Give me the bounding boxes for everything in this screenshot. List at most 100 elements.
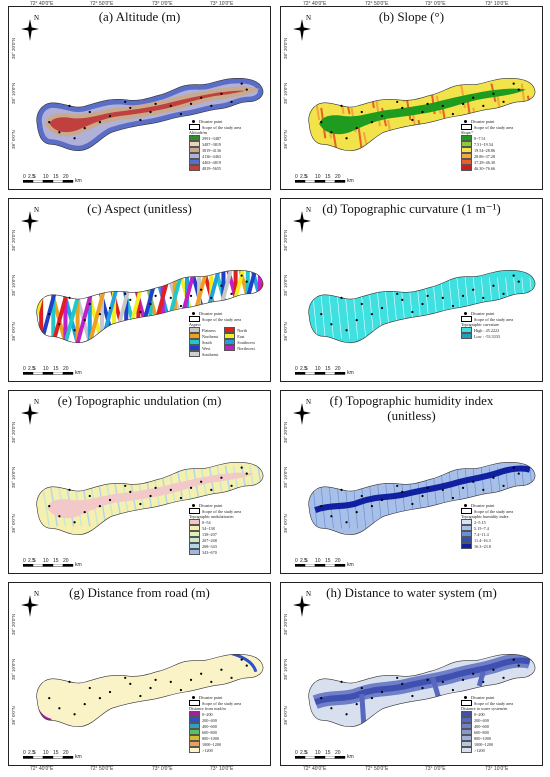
legend-item-label: 3487~3819: [202, 141, 222, 147]
scale-tick-label: 0: [295, 366, 298, 372]
lon-bottom-label: 72° 50′0″E: [365, 766, 389, 772]
legend-label: Disaster point: [471, 503, 495, 508]
scale-unit: km: [75, 178, 82, 184]
legend-row: Disaster point: [189, 695, 241, 700]
scale-tick-label: 2.5: [28, 558, 35, 564]
legend-label: Disaster point: [471, 695, 495, 700]
north-label: N: [34, 206, 40, 214]
disaster-point: [240, 274, 243, 277]
scale-tick-label: 2.5: [300, 558, 307, 564]
scale-bar: 0 2.5 5 10 15 20 km: [23, 750, 93, 761]
north-label: N: [306, 590, 312, 598]
disaster-point: [482, 104, 485, 107]
legend-item-label: North: [237, 327, 248, 333]
legend-item-label: 800~1000: [474, 735, 491, 741]
disaster-point: [360, 494, 363, 498]
scale-tick-label: 5: [305, 750, 308, 756]
legend-swatch: [189, 549, 200, 556]
scale-tick-label: 0: [295, 558, 298, 564]
panel-title: (h) Distance to water system (m): [326, 585, 497, 600]
lon-bottom-label: 73° 0′0″E: [152, 766, 173, 772]
disaster-point: [220, 284, 223, 287]
map-panel: (c) Aspect (unitless) N 38° 20′0″N 38° 10′0…: [8, 198, 271, 382]
legend-label: Scope of the study area: [474, 700, 514, 706]
disaster-point: [396, 292, 399, 295]
legend-item-label: 343~670: [202, 549, 217, 555]
scale-tick-label: 5: [305, 558, 308, 564]
legend-item: South: [189, 339, 218, 346]
lat-label: 38° 0′0″N: [11, 514, 16, 533]
scope-icon: [461, 124, 472, 131]
disaster-point: [451, 304, 455, 308]
scale-bar: 0 2.5 5 10 15 20 km: [295, 366, 365, 377]
disaster-point-icon: [464, 504, 467, 508]
study-area-outline: [308, 269, 536, 344]
twi-line: [538, 468, 539, 529]
legend-swatch: [461, 327, 472, 334]
legend-row: Disaster point: [461, 119, 513, 124]
lat-label: 38° 0′0″N: [283, 322, 288, 341]
disaster-point: [502, 484, 505, 487]
disaster-point: [189, 678, 193, 681]
scale-unit: km: [75, 370, 82, 376]
disaster-point: [124, 484, 127, 487]
scale-bar: 0 2.5 5 10 15 20 km: [23, 366, 93, 377]
legend-title: Topographic curvature: [461, 322, 499, 328]
legend-item: 343~670: [189, 549, 241, 556]
legend-swatch: [189, 165, 200, 172]
legend-row: Scope of the study area: [461, 508, 513, 515]
legend-item: 4136~4463: [189, 153, 241, 160]
legend-title: Distance from road/m: [189, 706, 226, 712]
lat-label: 38° 20′0″N: [283, 613, 288, 635]
disaster-point: [330, 323, 333, 326]
north-arrow-icon: N: [289, 589, 315, 621]
north-label: N: [34, 398, 40, 406]
disaster-point: [502, 100, 505, 103]
north-arrow-icon: N: [17, 13, 43, 45]
disaster-point: [426, 102, 429, 105]
disaster-point: [230, 100, 233, 103]
road-zone: [36, 654, 263, 727]
disaster-point: [421, 302, 424, 306]
disaster-point: [73, 137, 76, 140]
disaster-point: [154, 486, 157, 489]
legend-swatch: [189, 327, 200, 334]
disaster-point: [245, 664, 248, 667]
disaster-point: [502, 676, 505, 679]
disaster-point: [58, 131, 61, 134]
water-band: [359, 671, 486, 725]
study-area-outline: [36, 653, 264, 728]
disaster-point: [200, 288, 203, 291]
lat-label: 38° 10′0″N: [283, 274, 288, 296]
disaster-point: [230, 676, 233, 679]
scale-tick-label: 15: [53, 558, 59, 564]
lat-label: 38° 10′0″N: [283, 466, 288, 488]
scale-tick-label: 0: [23, 750, 26, 756]
legend-swatch: [189, 537, 200, 544]
disaster-point: [88, 686, 91, 690]
scale-tick-label: 0: [295, 174, 298, 180]
legend-item-label: 28.86~37.28: [474, 153, 496, 159]
legend-title: Topographic undulation/m: [189, 514, 234, 520]
legend-item-label: 4136~4463: [202, 153, 222, 159]
disaster-point: [512, 466, 515, 469]
disaster-point: [482, 680, 485, 683]
legend-row: Scope of the study area: [461, 700, 514, 707]
scale-unit: km: [347, 178, 354, 184]
scale-tick-label: 20: [335, 558, 341, 564]
map-panel: (e) Topographic undulation (m) N 38° 20′0″…: [8, 390, 271, 574]
disaster-point: [149, 494, 152, 498]
disaster-point: [179, 496, 183, 500]
disaster-point: [360, 110, 363, 114]
disaster-point: [48, 312, 51, 316]
legend-item-label: 4819~5655: [202, 165, 222, 171]
disaster-point: [451, 112, 455, 116]
legend-item-label: 138~207: [202, 531, 217, 537]
aspect-stripe: [51, 270, 56, 343]
legend-item-label: Low : -53.3333: [474, 333, 500, 339]
legend-item-label: 54~138: [202, 525, 215, 531]
disaster-point: [472, 672, 475, 675]
legend-item-label: 200~400: [474, 717, 489, 723]
lon-top-label: 73° 10′0″E: [210, 1, 234, 7]
legend-swatch: [189, 723, 200, 730]
